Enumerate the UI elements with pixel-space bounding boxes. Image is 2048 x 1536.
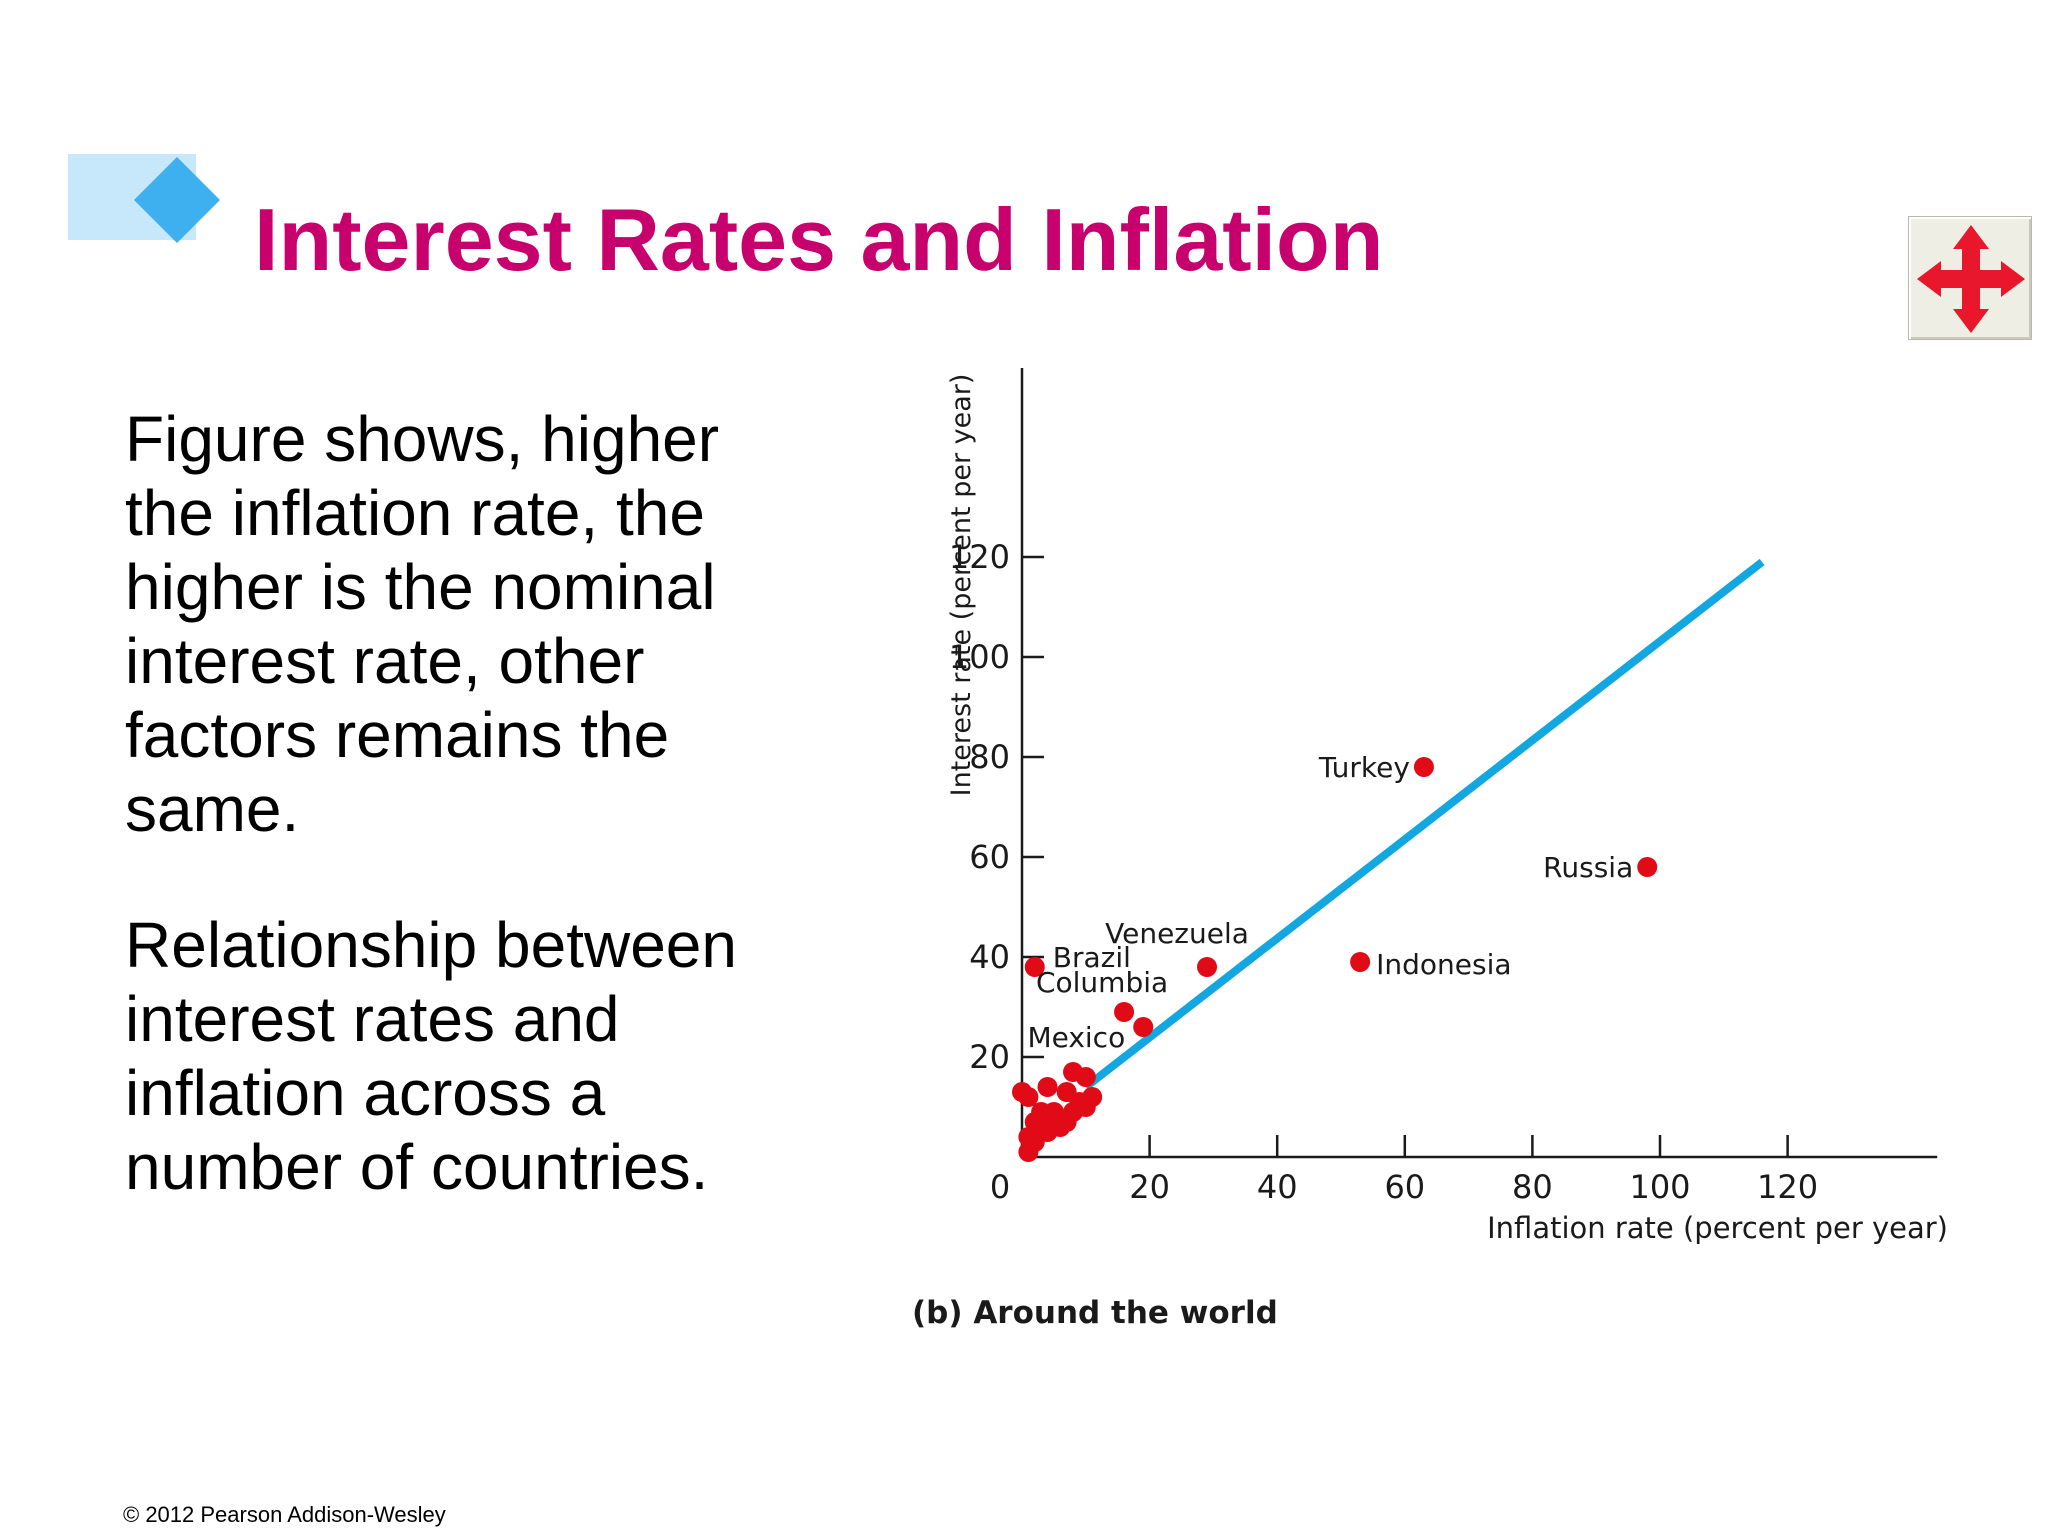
trend-line <box>1083 558 1765 1091</box>
label-brazil: Brazil <box>1053 941 1131 974</box>
x-tick-label-40: 40 <box>1257 1168 1298 1206</box>
slide-title: Interest Rates and Inflation <box>254 190 1384 289</box>
point-russia <box>1637 857 1658 877</box>
x-tick-label-60: 60 <box>1384 1168 1425 1206</box>
data-point-16 <box>1056 1112 1077 1132</box>
y-tick-label-120: 120 <box>949 538 1010 576</box>
data-point-20 <box>1031 1102 1052 1122</box>
y-tick-label-40: 40 <box>969 938 1010 976</box>
y-axis-label: Interest rate (percent per year) <box>946 374 977 797</box>
data-point-1 <box>1018 1087 1039 1107</box>
label-russia: Russia <box>1543 851 1633 884</box>
x-tick-label-80: 80 <box>1512 1168 1553 1206</box>
x-tick-label-0: 0 <box>990 1168 1010 1206</box>
y-tick-label-60: 60 <box>969 838 1010 876</box>
y-tick-label-100: 100 <box>949 638 1010 676</box>
y-tick-label-20: 20 <box>969 1038 1010 1076</box>
label-venezuela: Venezuela <box>1105 917 1249 950</box>
label-columbia: Columbia <box>1036 966 1168 999</box>
data-point-4 <box>1075 1067 1096 1087</box>
y-ticks: 20 40 60 80 100 120 <box>949 538 1044 1076</box>
label-turkey: Turkey <box>1318 751 1410 784</box>
x-axis-label: Inflation rate (percent per year) <box>1487 1211 1948 1245</box>
title-accent-diamond <box>134 157 220 243</box>
x-tick-label-100: 100 <box>1629 1168 1690 1206</box>
chart-caption: (b) Around the world <box>912 1295 1278 1331</box>
x-tick-label-120: 120 <box>1757 1168 1818 1206</box>
label-mexico: Mexico <box>1027 1021 1125 1054</box>
point-turkey <box>1413 757 1434 777</box>
body-paragraph-1: Figure shows, higher the inflation rate,… <box>125 403 720 845</box>
point-mexico <box>1133 1017 1154 1037</box>
move-arrows-icon <box>1917 225 2025 333</box>
point-columbia <box>1114 1002 1135 1022</box>
data-point-19 <box>1018 1142 1039 1162</box>
body-paragraph-2: Relationship between interest rates and … <box>125 909 737 1203</box>
label-indonesia: Indonesia <box>1376 948 1511 981</box>
x-tick-label-20: 20 <box>1129 1168 1170 1206</box>
trend-line-segment <box>1083 558 1765 1091</box>
copyright-footer: © 2012 Pearson Addison-Wesley <box>123 1502 446 1527</box>
chart-axes <box>1020 368 1938 1159</box>
point-brazil <box>1024 957 1045 977</box>
y-tick-label-80: 80 <box>969 738 1010 776</box>
point-indonesia <box>1350 952 1371 972</box>
data-point-2 <box>1037 1077 1058 1097</box>
data-points <box>1012 1062 1103 1162</box>
point-venezuela <box>1197 957 1218 977</box>
interest-inflation-chart: 20 40 60 80 100 120 0 20 40 60 80 100 120 Turkey Rus… <box>912 368 1948 1331</box>
labeled-points: Turkey Russia Indonesia VenezuelaBrazilColu… <box>1024 751 1658 1054</box>
x-ticks: 0 20 40 60 80 100 120 <box>990 1135 1818 1206</box>
move-nav-button[interactable] <box>1908 216 2032 340</box>
